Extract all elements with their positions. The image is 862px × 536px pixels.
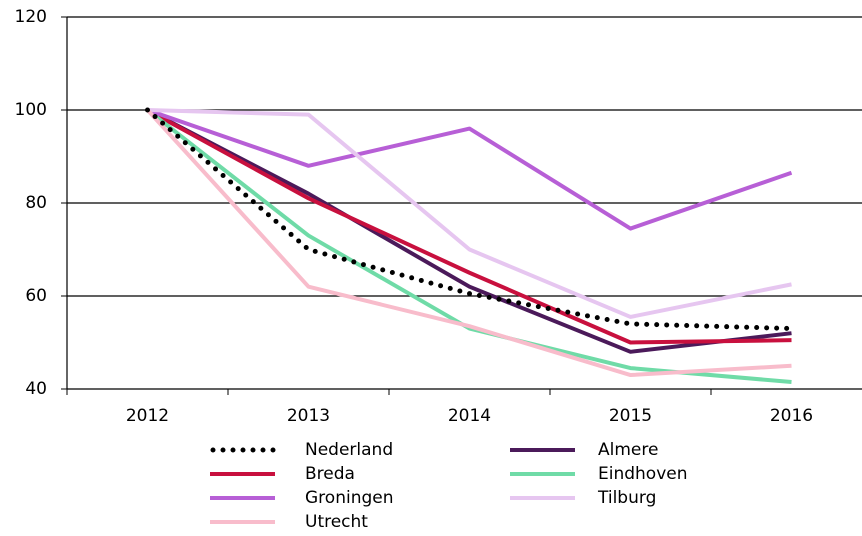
line-series: [147, 108, 792, 319]
x-tick-label: 2014: [448, 406, 491, 426]
legend-label: Groningen: [305, 488, 394, 508]
line-series: [146, 108, 792, 378]
x-tick-label: 2013: [287, 406, 330, 426]
line-series: [146, 108, 792, 354]
line-series: [146, 108, 792, 345]
line-series: [145, 107, 794, 332]
legend-label: Almere: [598, 440, 658, 460]
y-tick-label: 100: [15, 100, 47, 120]
legend-label: Breda: [305, 464, 355, 484]
y-tick-label: 40: [25, 379, 47, 399]
legend-label: Tilburg: [597, 488, 656, 508]
legend-label: Eindhoven: [598, 464, 688, 484]
line-series: [146, 108, 793, 231]
x-tick-label: 2012: [126, 406, 169, 426]
legend-label: Nederland: [305, 440, 393, 460]
y-tick-label: 80: [25, 193, 47, 213]
y-tick-label: 120: [15, 7, 47, 27]
x-tick-label: 2016: [770, 406, 813, 426]
y-tick-label: 60: [25, 286, 47, 306]
x-tick-label: 2015: [609, 406, 652, 426]
legend-label: Utrecht: [305, 512, 368, 532]
